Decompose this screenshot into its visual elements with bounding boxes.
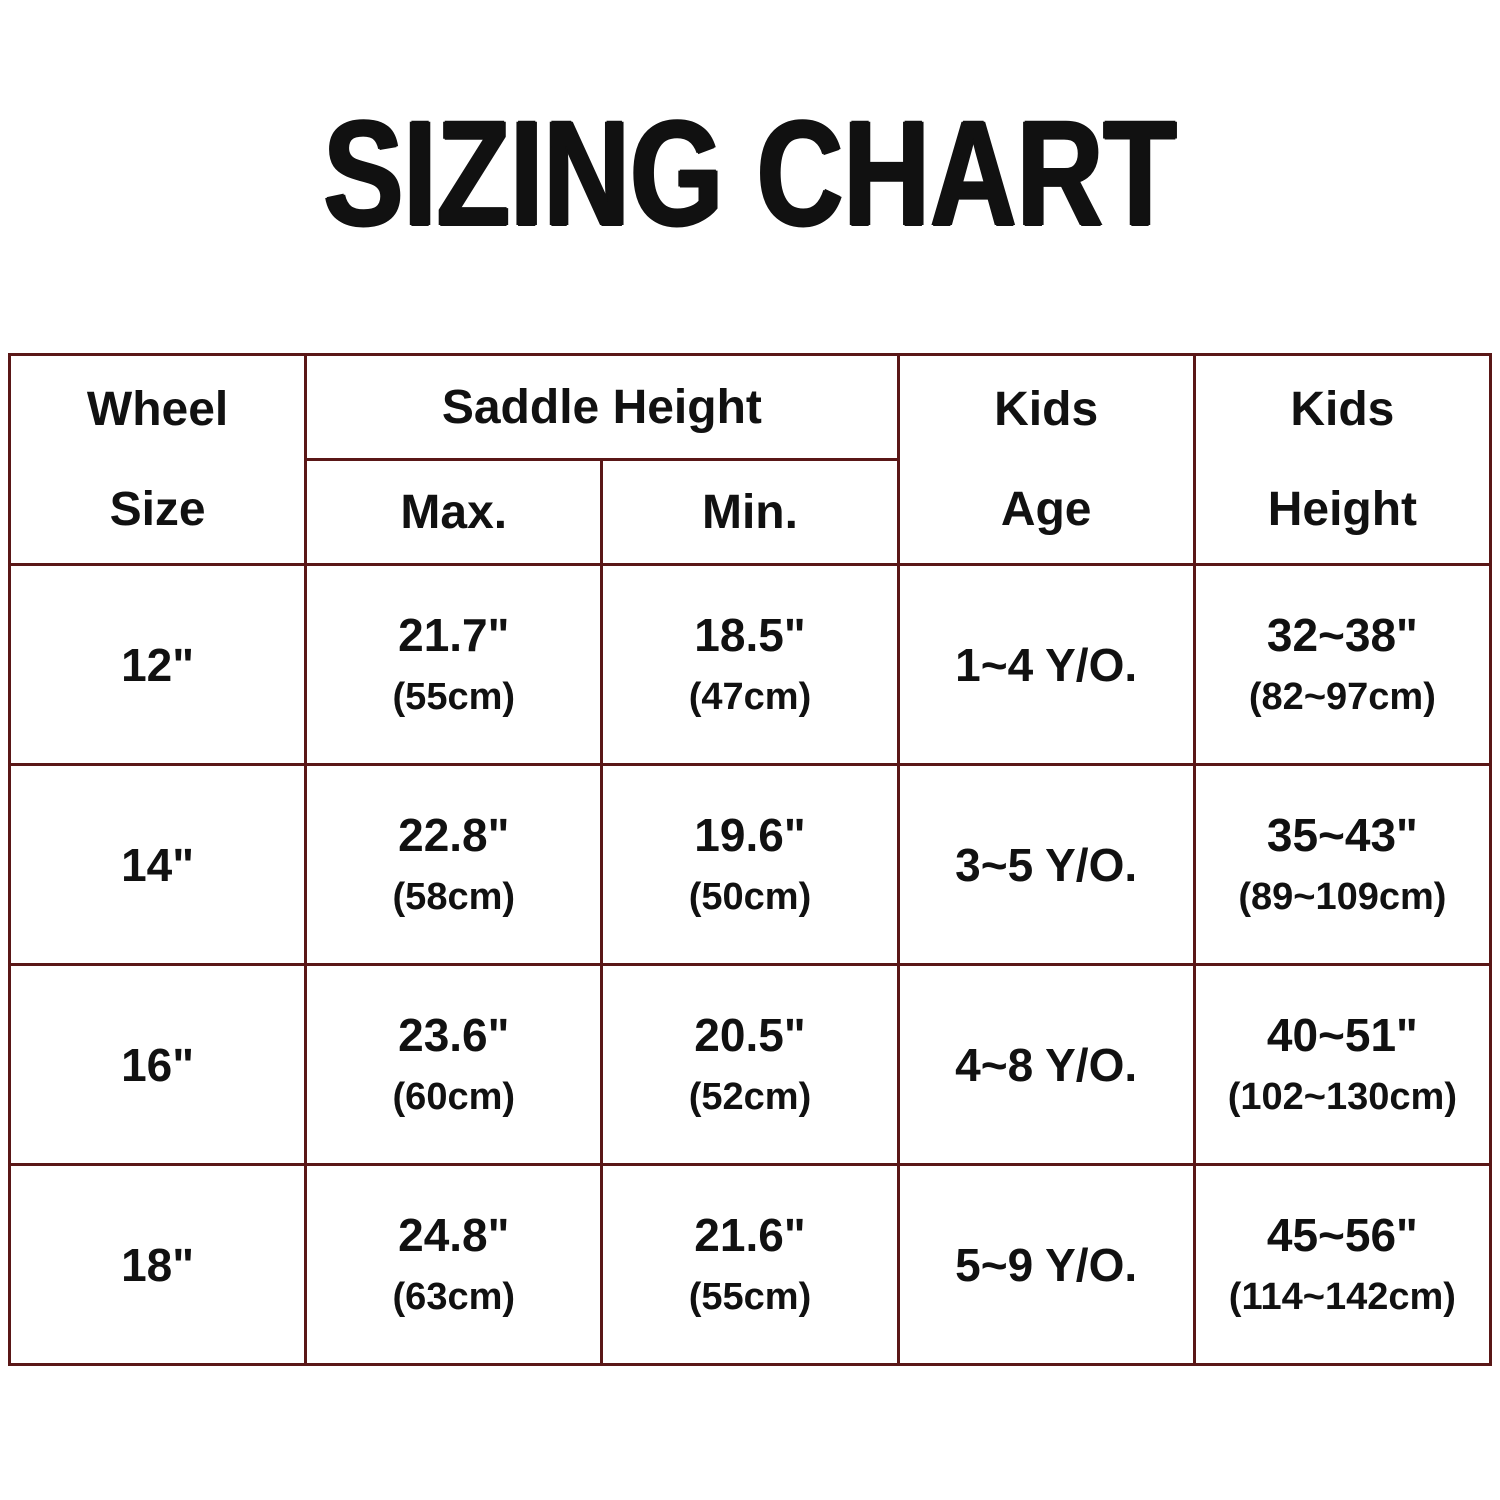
saddle-min-cm: (55cm) — [688, 1275, 812, 1318]
saddle-max-inches: 22.8" — [398, 809, 510, 862]
kids-height-inches: 40~51" — [1266, 1009, 1418, 1062]
header-saddle-min: Min. — [600, 458, 900, 566]
saddle-min-inches: 19.6" — [694, 809, 806, 862]
saddle-max-cm: (55cm) — [392, 675, 516, 718]
saddle-max-cm: (63cm) — [392, 1275, 516, 1318]
kids-height-inches: 35~43" — [1266, 809, 1418, 862]
header-saddle-max: Max. — [304, 458, 604, 566]
kids-height-inches: 32~38" — [1266, 609, 1418, 662]
kids-height-cell: 32~38" (82~97cm) — [1192, 563, 1493, 766]
saddle-min-cm: (47cm) — [688, 675, 812, 718]
header-kids-age-line2: Age — [1000, 482, 1092, 536]
saddle-min-inches: 18.5" — [694, 609, 806, 662]
saddle-max-cell: 23.6" (60cm) — [304, 963, 604, 1166]
saddle-min-inches: 20.5" — [694, 1009, 806, 1062]
header-kids-height-line1: Kids — [1290, 382, 1395, 436]
saddle-min-inches: 21.6" — [694, 1209, 806, 1262]
wheel-size-cell: 18" — [7, 1163, 308, 1366]
saddle-min-cell: 18.5" (47cm) — [600, 563, 900, 766]
kids-age-cell: 3~5 Y/O. — [896, 763, 1196, 966]
kids-age-cell: 5~9 Y/O. — [896, 1163, 1196, 1366]
saddle-max-cm: (58cm) — [392, 875, 516, 918]
sizing-table: Wheel Size Saddle Height Kids Age Kids H… — [7, 353, 1493, 1366]
saddle-min-cm: (52cm) — [688, 1075, 812, 1118]
kids-height-cm: (114~142cm) — [1228, 1275, 1456, 1318]
kids-height-cm: (89~109cm) — [1238, 875, 1447, 918]
kids-height-cm: (82~97cm) — [1248, 675, 1436, 718]
kids-height-cell: 35~43" (89~109cm) — [1192, 763, 1493, 966]
saddle-max-inches: 21.7" — [398, 609, 510, 662]
kids-age-cell: 4~8 Y/O. — [896, 963, 1196, 1166]
header-saddle-height: Saddle Height — [304, 353, 900, 461]
header-kids-height-line2: Height — [1267, 482, 1418, 536]
header-row-2: Max. Min. — [10, 458, 1491, 566]
header-kids-age: Kids Age — [896, 353, 1196, 566]
kids-height-cm: (102~130cm) — [1227, 1075, 1457, 1118]
table-row: 18" 24.8" (63cm) 21.6" (55cm) 5~9 Y/O. 4… — [7, 1163, 1493, 1366]
saddle-max-cell: 22.8" (58cm) — [304, 763, 604, 966]
header-kids-age-line1: Kids — [994, 382, 1099, 436]
kids-height-inches: 45~56" — [1266, 1209, 1418, 1262]
header-kids-height: Kids Height — [1192, 353, 1493, 566]
header-row-1: Wheel Size Saddle Height Kids Age Kids H… — [7, 353, 1493, 566]
kids-height-cell: 45~56" (114~142cm) — [1192, 1163, 1493, 1366]
table-row: 12" 21.7" (55cm) 18.5" (47cm) 1~4 Y/O. 3… — [7, 563, 1493, 766]
saddle-max-inches: 24.8" — [398, 1209, 510, 1262]
saddle-min-cell: 20.5" (52cm) — [600, 963, 900, 1166]
table-row: 14" 22.8" (58cm) 19.6" (50cm) 3~5 Y/O. 3… — [7, 763, 1493, 966]
page-title: SIZING CHART — [323, 89, 1177, 257]
header-wheel-size-line1: Wheel — [86, 382, 229, 436]
wheel-size-cell: 16" — [7, 963, 308, 1166]
saddle-max-cell: 24.8" (63cm) — [304, 1163, 604, 1366]
header-wheel-size: Wheel Size — [7, 353, 308, 566]
saddle-min-cell: 21.6" (55cm) — [600, 1163, 900, 1366]
saddle-max-cell: 21.7" (55cm) — [304, 563, 604, 766]
wheel-size-cell: 14" — [7, 763, 308, 966]
kids-height-cell: 40~51" (102~130cm) — [1192, 963, 1493, 1166]
wheel-size-cell: 12" — [7, 563, 308, 766]
table-row: 16" 23.6" (60cm) 20.5" (52cm) 4~8 Y/O. 4… — [7, 963, 1493, 1166]
header-wheel-size-line2: Size — [109, 482, 206, 536]
saddle-min-cm: (50cm) — [688, 875, 812, 918]
saddle-min-cell: 19.6" (50cm) — [600, 763, 900, 966]
saddle-max-cm: (60cm) — [392, 1075, 516, 1118]
kids-age-cell: 1~4 Y/O. — [896, 563, 1196, 766]
saddle-max-inches: 23.6" — [398, 1009, 510, 1062]
